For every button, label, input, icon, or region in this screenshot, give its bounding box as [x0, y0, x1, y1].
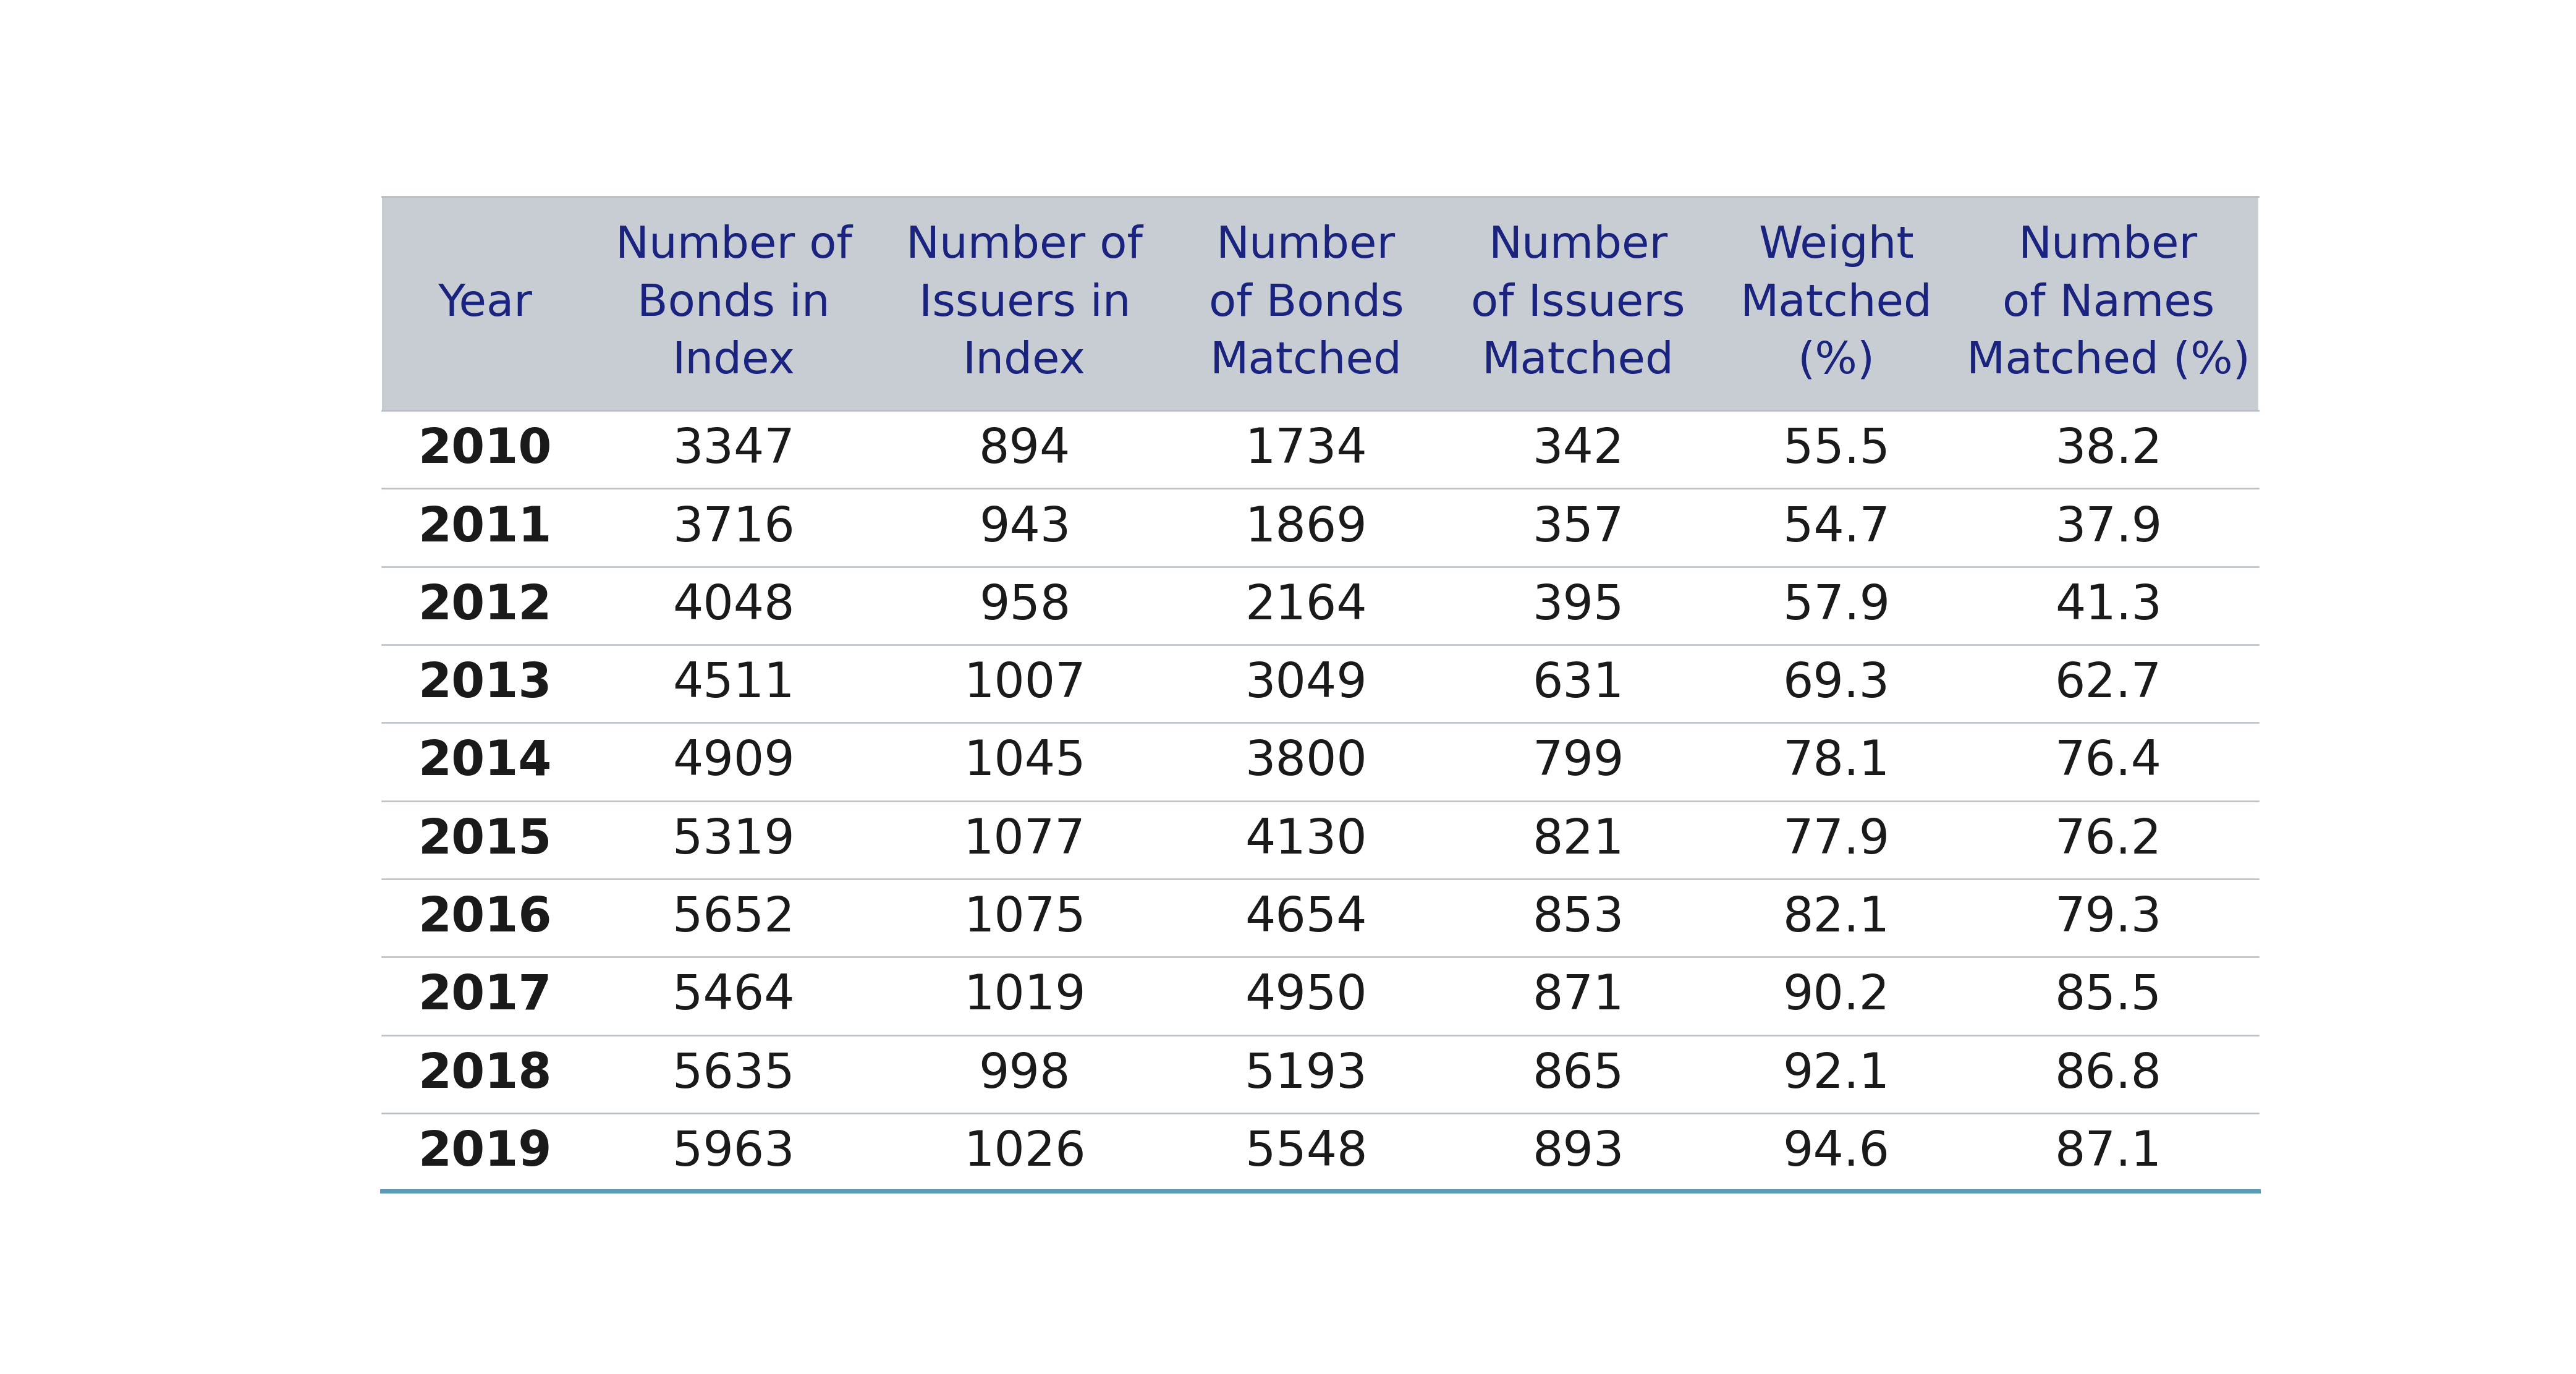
Text: 79.3: 79.3: [2056, 894, 2161, 941]
Text: 342: 342: [1533, 426, 1623, 473]
Text: Number
of Bonds
Matched: Number of Bonds Matched: [1208, 224, 1404, 382]
Text: 1026: 1026: [963, 1128, 1084, 1176]
Text: Number
of Names
Matched (%): Number of Names Matched (%): [1965, 224, 2251, 382]
Text: 5319: 5319: [672, 816, 796, 863]
Text: 4950: 4950: [1244, 973, 1368, 1020]
Text: 2164: 2164: [1244, 583, 1368, 629]
Text: 998: 998: [979, 1051, 1072, 1098]
Text: 958: 958: [979, 583, 1072, 629]
Text: 2017: 2017: [417, 973, 551, 1020]
Text: 893: 893: [1533, 1128, 1623, 1176]
Text: 57.9: 57.9: [1783, 583, 1891, 629]
Text: 1075: 1075: [963, 894, 1084, 941]
Text: 69.3: 69.3: [1783, 660, 1891, 708]
Text: 4511: 4511: [672, 660, 796, 708]
Text: 86.8: 86.8: [2056, 1051, 2161, 1098]
Text: 3800: 3800: [1244, 738, 1368, 785]
Text: 4048: 4048: [672, 583, 796, 629]
Text: 78.1: 78.1: [1783, 738, 1891, 785]
Text: 3347: 3347: [672, 426, 796, 473]
Text: 1045: 1045: [963, 738, 1084, 785]
Text: 2015: 2015: [417, 816, 551, 863]
Bar: [381, 196, 2259, 411]
Text: 5464: 5464: [672, 973, 796, 1020]
Text: 2010: 2010: [417, 426, 551, 473]
Text: 41.3: 41.3: [2056, 583, 2161, 629]
Text: 5652: 5652: [672, 894, 796, 941]
Text: 1007: 1007: [963, 660, 1084, 708]
Text: 54.7: 54.7: [1783, 504, 1891, 551]
Text: 76.2: 76.2: [2056, 816, 2161, 863]
Text: 62.7: 62.7: [2056, 660, 2161, 708]
Text: 3716: 3716: [672, 504, 796, 551]
Text: 821: 821: [1533, 816, 1623, 863]
Text: 5963: 5963: [672, 1128, 796, 1176]
Text: 85.5: 85.5: [2056, 973, 2161, 1020]
Text: 395: 395: [1533, 583, 1623, 629]
Text: 1019: 1019: [963, 973, 1084, 1020]
Text: Weight
Matched
(%): Weight Matched (%): [1741, 224, 1932, 382]
Text: 2018: 2018: [417, 1051, 551, 1098]
Text: 894: 894: [979, 426, 1072, 473]
Text: 631: 631: [1533, 660, 1623, 708]
Text: 77.9: 77.9: [1783, 816, 1891, 863]
Text: 37.9: 37.9: [2056, 504, 2161, 551]
Text: 94.6: 94.6: [1783, 1128, 1891, 1176]
Text: 5193: 5193: [1244, 1051, 1368, 1098]
Text: 1077: 1077: [963, 816, 1084, 863]
Text: 38.2: 38.2: [2056, 426, 2161, 473]
Text: 4909: 4909: [672, 738, 796, 785]
Text: 799: 799: [1533, 738, 1623, 785]
Text: 2014: 2014: [417, 738, 551, 785]
Text: 871: 871: [1533, 973, 1623, 1020]
Text: 4654: 4654: [1244, 894, 1368, 941]
Text: 2013: 2013: [417, 660, 551, 708]
Text: 87.1: 87.1: [2056, 1128, 2161, 1176]
Text: 1734: 1734: [1244, 426, 1368, 473]
Text: 4130: 4130: [1244, 816, 1368, 863]
Text: 2016: 2016: [417, 894, 551, 941]
Text: 5635: 5635: [672, 1051, 796, 1098]
Text: 55.5: 55.5: [1783, 426, 1891, 473]
Text: 82.1: 82.1: [1783, 894, 1891, 941]
Text: 2011: 2011: [417, 504, 551, 551]
Text: 943: 943: [979, 504, 1072, 551]
Text: Number of
Bonds in
Index: Number of Bonds in Index: [616, 224, 853, 382]
Text: 2019: 2019: [417, 1128, 551, 1176]
Text: 92.1: 92.1: [1783, 1051, 1891, 1098]
Text: 2012: 2012: [417, 583, 551, 629]
Text: 853: 853: [1533, 894, 1623, 941]
Text: 1869: 1869: [1244, 504, 1368, 551]
Text: Year: Year: [438, 282, 533, 324]
Text: 76.4: 76.4: [2056, 738, 2161, 785]
Text: Number
of Issuers
Matched: Number of Issuers Matched: [1471, 224, 1685, 382]
Text: Number of
Issuers in
Index: Number of Issuers in Index: [907, 224, 1144, 382]
Text: 357: 357: [1533, 504, 1623, 551]
Text: 865: 865: [1533, 1051, 1623, 1098]
Text: 3049: 3049: [1244, 660, 1368, 708]
Text: 90.2: 90.2: [1783, 973, 1891, 1020]
Text: 5548: 5548: [1244, 1128, 1368, 1176]
